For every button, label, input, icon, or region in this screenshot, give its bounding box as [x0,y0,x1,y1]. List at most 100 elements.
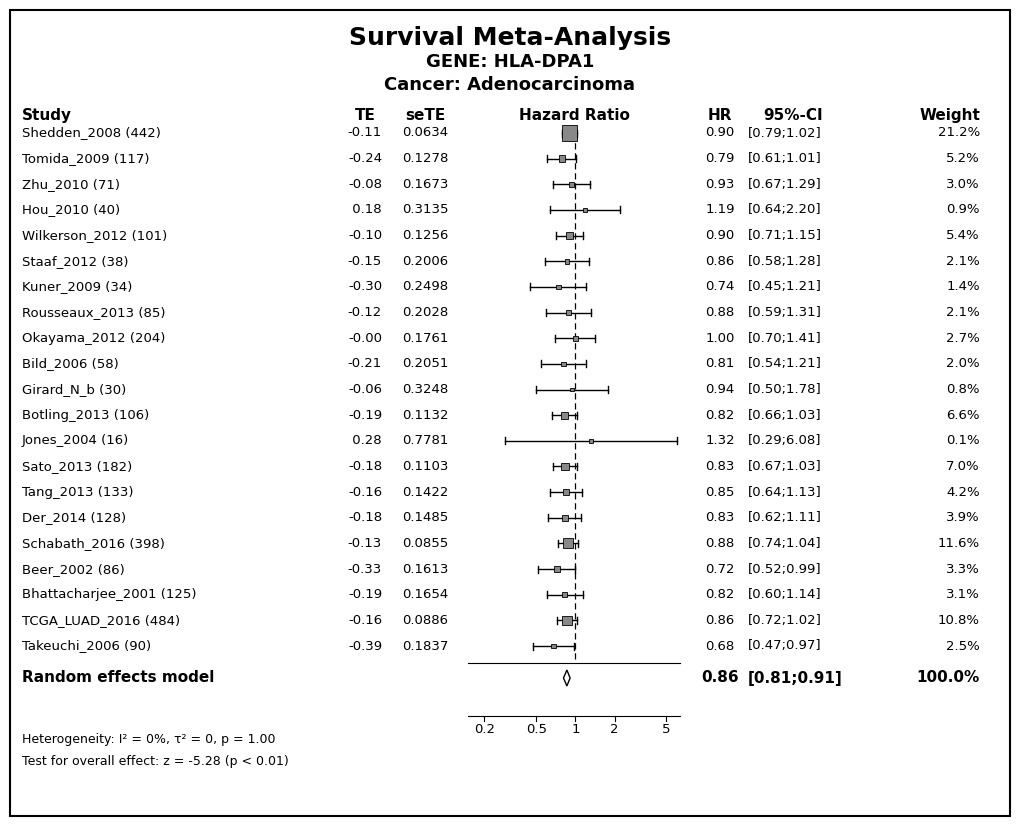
Text: [0.54;1.21]: [0.54;1.21] [747,358,821,370]
Text: 0.82: 0.82 [704,588,734,601]
Text: 5.4%: 5.4% [946,229,979,242]
Text: 0.2006: 0.2006 [401,254,447,268]
Text: 0.85: 0.85 [704,486,734,499]
Text: 3.3%: 3.3% [946,563,979,576]
Text: HR: HR [707,108,732,123]
Text: 0.1485: 0.1485 [401,511,447,525]
Text: Study: Study [22,108,72,123]
Text: Survival Meta-Analysis: Survival Meta-Analysis [348,26,671,50]
Text: 0.1%: 0.1% [946,434,979,448]
Bar [570,387,574,392]
Text: Kuner_2009 (34): Kuner_2009 (34) [22,280,132,293]
Text: Tang_2013 (133): Tang_2013 (133) [22,486,133,499]
Text: -0.13: -0.13 [347,537,382,550]
Text: 3.9%: 3.9% [946,511,979,525]
Text: [0.45;1.21]: [0.45;1.21] [747,280,821,293]
Text: 0.90: 0.90 [705,126,734,140]
Text: GENE: HLA-DPA1: GENE: HLA-DPA1 [425,53,594,71]
Text: 2.5%: 2.5% [946,639,979,653]
Bar [561,126,577,140]
Text: Zhu_2010 (71): Zhu_2010 (71) [22,178,120,191]
Text: [0.66;1.03]: [0.66;1.03] [747,409,821,421]
Text: 0.0855: 0.0855 [401,537,447,550]
Bar [566,232,573,239]
Text: 0.1256: 0.1256 [401,229,447,242]
Text: 0.3135: 0.3135 [401,203,447,216]
Text: [0.64;1.13]: [0.64;1.13] [747,486,821,499]
Text: [0.52;0.99]: [0.52;0.99] [747,563,821,576]
Text: [0.60;1.14]: [0.60;1.14] [747,588,821,601]
Text: -0.00: -0.00 [347,332,382,344]
Bar [561,592,567,597]
Bar [589,439,592,443]
Text: [0.64;2.20]: [0.64;2.20] [747,203,821,216]
Text: 0.1422: 0.1422 [401,486,447,499]
Text: 95%-CI: 95%-CI [762,108,822,123]
Bar [550,643,555,648]
Text: Sato_2013 (182): Sato_2013 (182) [22,460,132,473]
Text: 2.0%: 2.0% [946,358,979,370]
Text: 0.82: 0.82 [704,409,734,421]
Text: Random effects model: Random effects model [22,671,214,686]
Text: -0.11: -0.11 [347,126,382,140]
Text: 0.1278: 0.1278 [401,152,447,165]
Text: 0.83: 0.83 [704,511,734,525]
Text: [0.59;1.31]: [0.59;1.31] [747,306,821,319]
Polygon shape [562,670,570,686]
Text: 0.2: 0.2 [474,723,494,736]
Text: 0.88: 0.88 [705,306,734,319]
Text: 6.6%: 6.6% [946,409,979,421]
Text: 0.2051: 0.2051 [401,358,447,370]
Text: -0.06: -0.06 [347,383,382,396]
Text: Heterogeneity: I² = 0%, τ² = 0, p = 1.00: Heterogeneity: I² = 0%, τ² = 0, p = 1.00 [22,733,275,746]
Text: 0.18: 0.18 [347,203,381,216]
Text: [0.81;0.91]: [0.81;0.91] [747,671,842,686]
Text: 5.2%: 5.2% [946,152,979,165]
Text: 0.68: 0.68 [705,639,734,653]
Bar [558,155,565,162]
Text: Okayama_2012 (204): Okayama_2012 (204) [22,332,165,344]
Bar [569,182,574,187]
Text: -0.12: -0.12 [347,306,382,319]
Text: [0.67;1.03]: [0.67;1.03] [747,460,821,473]
Text: 0.1761: 0.1761 [401,332,447,344]
Text: -0.16: -0.16 [347,486,382,499]
Text: -0.19: -0.19 [347,409,382,421]
Text: -0.16: -0.16 [347,614,382,627]
Text: 2.1%: 2.1% [946,306,979,319]
Text: 7.0%: 7.0% [946,460,979,473]
Text: Weight: Weight [918,108,979,123]
Bar [561,615,571,625]
Text: 0.1654: 0.1654 [401,588,447,601]
Text: Bhattacharjee_2001 (125): Bhattacharjee_2001 (125) [22,588,197,601]
Text: [0.62;1.11]: [0.62;1.11] [747,511,821,525]
Text: [0.50;1.78]: [0.50;1.78] [747,383,821,396]
Text: 0.0634: 0.0634 [401,126,447,140]
Text: 2.1%: 2.1% [946,254,979,268]
Text: Schabath_2016 (398): Schabath_2016 (398) [22,537,165,550]
Text: 0.94: 0.94 [705,383,734,396]
Text: 0.86: 0.86 [700,671,738,686]
Text: TE: TE [355,108,375,123]
Text: 0.83: 0.83 [704,460,734,473]
Bar [560,463,568,470]
Text: 0.1837: 0.1837 [401,639,447,653]
Text: Girard_N_b (30): Girard_N_b (30) [22,383,126,396]
Text: 1: 1 [571,723,579,736]
Text: -0.08: -0.08 [347,178,382,191]
Text: seTE: seTE [405,108,444,123]
Bar [560,411,568,419]
Text: [0.67;1.29]: [0.67;1.29] [747,178,821,191]
Text: 0.90: 0.90 [705,229,734,242]
Text: Shedden_2008 (442): Shedden_2008 (442) [22,126,161,140]
Bar [561,515,568,520]
Text: -0.19: -0.19 [347,588,382,601]
Text: 0.81: 0.81 [704,358,734,370]
Text: 0.1132: 0.1132 [401,409,447,421]
Text: 1.19: 1.19 [704,203,734,216]
Text: 3.1%: 3.1% [946,588,979,601]
Text: 1.4%: 1.4% [946,280,979,293]
Text: Bild_2006 (58): Bild_2006 (58) [22,358,118,370]
Text: 21.2%: 21.2% [936,126,979,140]
Text: Hazard Ratio: Hazard Ratio [518,108,629,123]
